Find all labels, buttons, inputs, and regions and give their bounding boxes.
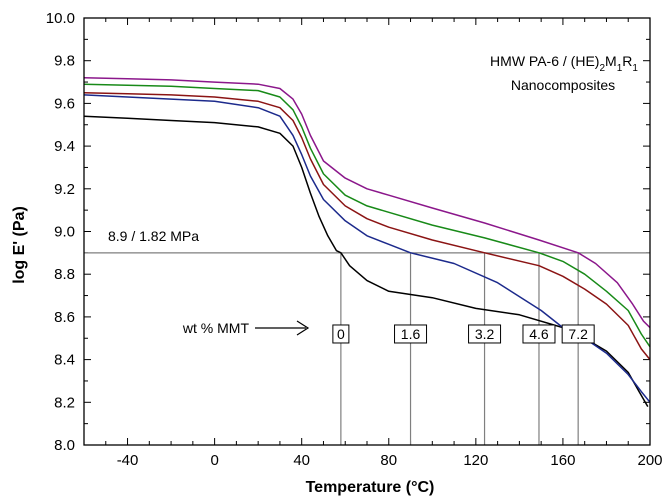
marker-label: 3.2 — [475, 326, 495, 342]
y-tick-label: 8.8 — [54, 266, 75, 283]
reference-line-label: 8.9 / 1.82 MPa — [108, 228, 199, 244]
ticks-layer: -40 0 40 80 120 160 200 8.0 8.2 8.4 8.6 8.8 9.0 9.2 9.… — [46, 10, 663, 469]
marker-layer: 0 1.6 3.2 4.6 7.2 — [332, 324, 595, 344]
y-axis-title: log E' (Pa) — [11, 206, 28, 284]
y-tick-label: 9.6 — [54, 95, 75, 112]
x-tick-label: 200 — [637, 452, 662, 469]
marker-box — [394, 324, 428, 344]
series-line — [83, 91, 651, 361]
inset-subtitle: Nanocomposites — [511, 77, 615, 93]
marker-box — [468, 324, 502, 344]
y-tick-label: 9.4 — [54, 138, 75, 155]
marker-box — [332, 324, 350, 344]
marker-label: 1.6 — [401, 326, 421, 342]
y-tick-label: 10.0 — [46, 10, 75, 27]
plot-frame — [83, 17, 651, 446]
x-tick-label: 0 — [210, 452, 218, 469]
y-tick-label: 9.0 — [54, 224, 75, 241]
marker-label: 4.6 — [529, 326, 549, 342]
y-tick-label: 9.2 — [54, 181, 75, 198]
arrow-label: wt % MMT — [182, 320, 250, 336]
y-tick-label: 9.8 — [54, 53, 75, 70]
x-tick-label: 80 — [380, 452, 397, 469]
inset-title: HMW PA-6 / (HE)2M1R1 — [490, 53, 638, 74]
marker-box — [561, 324, 595, 344]
x-tick-label: -40 — [117, 452, 139, 469]
x-tick-label: 160 — [550, 452, 575, 469]
reference-line-layer — [84, 252, 650, 445]
marker-label: 0 — [337, 326, 345, 342]
y-tick-label: 8.2 — [54, 394, 75, 411]
arrow — [255, 320, 310, 336]
y-tick-label: 8.0 — [54, 437, 75, 454]
series-line — [83, 83, 651, 348]
series-line — [83, 77, 651, 329]
x-axis-title: Temperature (°C) — [306, 479, 435, 496]
x-tick-label: 40 — [293, 452, 310, 469]
marker-label: 7.2 — [568, 326, 588, 342]
x-tick-label: 120 — [463, 452, 488, 469]
marker-box — [522, 324, 556, 344]
y-tick-label: 8.4 — [54, 352, 75, 369]
y-tick-label: 8.6 — [54, 309, 75, 326]
